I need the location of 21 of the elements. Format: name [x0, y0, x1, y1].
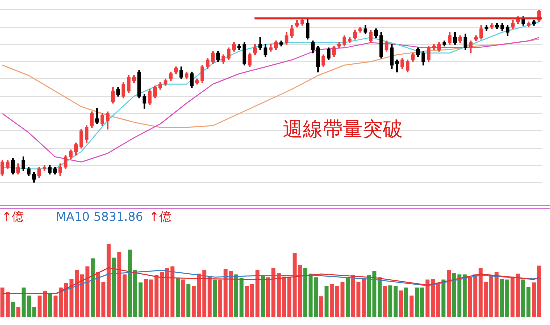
bar	[213, 280, 218, 317]
bar	[186, 284, 191, 317]
text: MA10 5831.86	[56, 210, 144, 224]
bar	[324, 286, 329, 317]
bar	[176, 278, 180, 317]
bar	[346, 278, 350, 317]
bar	[91, 258, 95, 317]
bar	[16, 308, 21, 317]
bar	[11, 302, 16, 317]
annotation: 週線帶量突破	[283, 116, 403, 143]
bar	[447, 270, 452, 317]
text: ↑億	[2, 208, 24, 226]
bar	[319, 296, 324, 317]
bar	[442, 280, 446, 317]
bar	[48, 294, 52, 317]
bar	[181, 280, 186, 317]
bar	[410, 296, 414, 317]
text: ↑億	[149, 208, 172, 226]
bar	[404, 288, 408, 317]
bar	[261, 275, 266, 317]
bar	[399, 290, 404, 317]
